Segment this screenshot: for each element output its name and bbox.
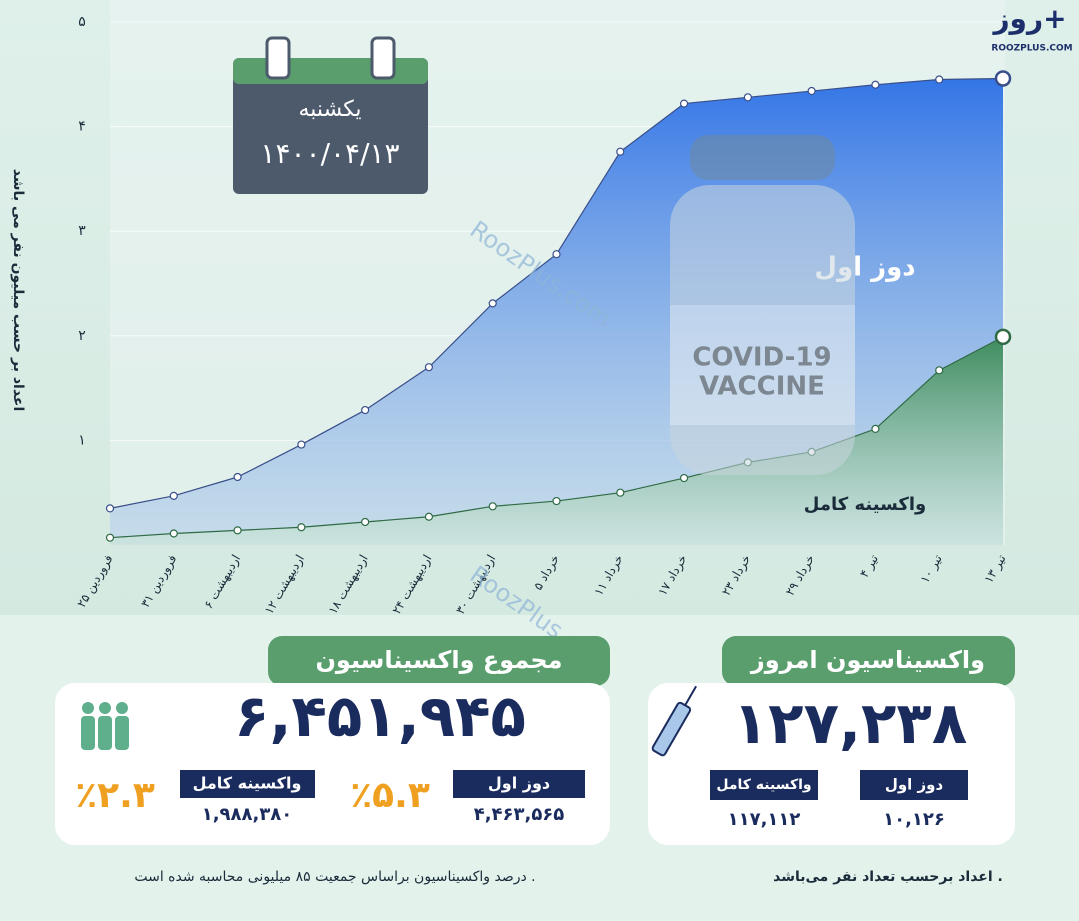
point <box>679 99 689 108</box>
people-icon <box>81 702 129 750</box>
note: درصد واکسیناسیون براساس جمعیت ۸۵ میلیونی… <box>134 869 535 885</box>
y-tick-label: ۵ <box>78 14 86 30</box>
y-tick-label: ۴ <box>78 119 86 135</box>
calendar-ring <box>370 36 396 80</box>
calendar <box>233 58 428 194</box>
vial-text: VACCINE <box>699 372 825 402</box>
card-header <box>268 636 610 686</box>
logo-site: ROOZPLUS.COM <box>991 44 1072 54</box>
card-header <box>722 636 1015 686</box>
logo: روز+ <box>991 2 1066 35</box>
card <box>648 683 1015 845</box>
point <box>361 405 370 415</box>
point <box>105 504 115 513</box>
note: اعداد برحسب تعداد نفر می‌باشد . <box>773 869 1003 885</box>
point <box>424 363 434 372</box>
card-title: مجموع واکسیناسیون <box>315 646 562 674</box>
percent: ٪۲.۳ <box>75 775 155 816</box>
point <box>616 147 625 156</box>
weekday: یکشنبه <box>299 97 362 122</box>
point <box>994 328 1012 346</box>
y-tick-label: ۱ <box>78 432 86 448</box>
area <box>110 336 1003 545</box>
value: ۱۰,۱۲۶ <box>883 809 945 830</box>
series-label: واکسینه کامل <box>804 494 926 515</box>
label-box <box>453 770 585 798</box>
calendar-top <box>233 58 428 84</box>
point <box>871 80 880 89</box>
point <box>233 526 242 535</box>
vial-text: COVID-19 <box>692 343 831 373</box>
point <box>679 473 689 483</box>
label-box <box>180 770 315 798</box>
value: ۴,۴۶۳,۵۶۵ <box>474 804 565 825</box>
point <box>488 502 497 511</box>
point <box>616 488 625 497</box>
point <box>105 533 115 542</box>
point <box>488 299 497 308</box>
point <box>871 424 880 433</box>
point <box>297 440 306 449</box>
today-value: ۱۲۷,۲۳۸ <box>733 689 967 757</box>
label: دوز اول <box>488 774 550 793</box>
value: ۱۱۷,۱۱۲ <box>728 809 801 830</box>
label-box <box>710 770 818 800</box>
y-tick-label: ۲ <box>78 328 86 344</box>
vial <box>670 135 855 475</box>
point <box>169 529 178 538</box>
date: ۱۴۰۰/۰۴/۱۳ <box>260 137 399 170</box>
label: دوز اول <box>885 776 944 794</box>
point <box>233 472 242 482</box>
point <box>743 93 752 102</box>
point <box>361 517 370 527</box>
card <box>55 683 610 845</box>
total-value: ۶,۴۵۱,۹۴۵ <box>234 682 526 750</box>
point <box>994 70 1012 87</box>
point <box>297 523 306 532</box>
point <box>552 496 561 506</box>
label: واکسینه کامل <box>716 777 811 793</box>
label: واکسینه کامل <box>193 774 302 793</box>
value: ۱,۹۸۸,۳۸۰ <box>202 804 293 825</box>
point <box>935 366 944 375</box>
point <box>552 250 561 259</box>
point <box>935 75 944 84</box>
point <box>424 512 434 521</box>
y-tick-label: ۳ <box>78 223 86 239</box>
label-box <box>860 770 968 800</box>
syringe-icon <box>651 685 697 757</box>
percent: ٪۵.۳ <box>350 775 430 816</box>
calendar-ring <box>265 36 291 80</box>
point <box>169 491 178 500</box>
card-title: واکسیناسیون امروز <box>750 646 985 674</box>
point <box>807 86 816 96</box>
y-axis-label: اعداد بر حسب میلیون نفر می باشد <box>10 169 26 412</box>
